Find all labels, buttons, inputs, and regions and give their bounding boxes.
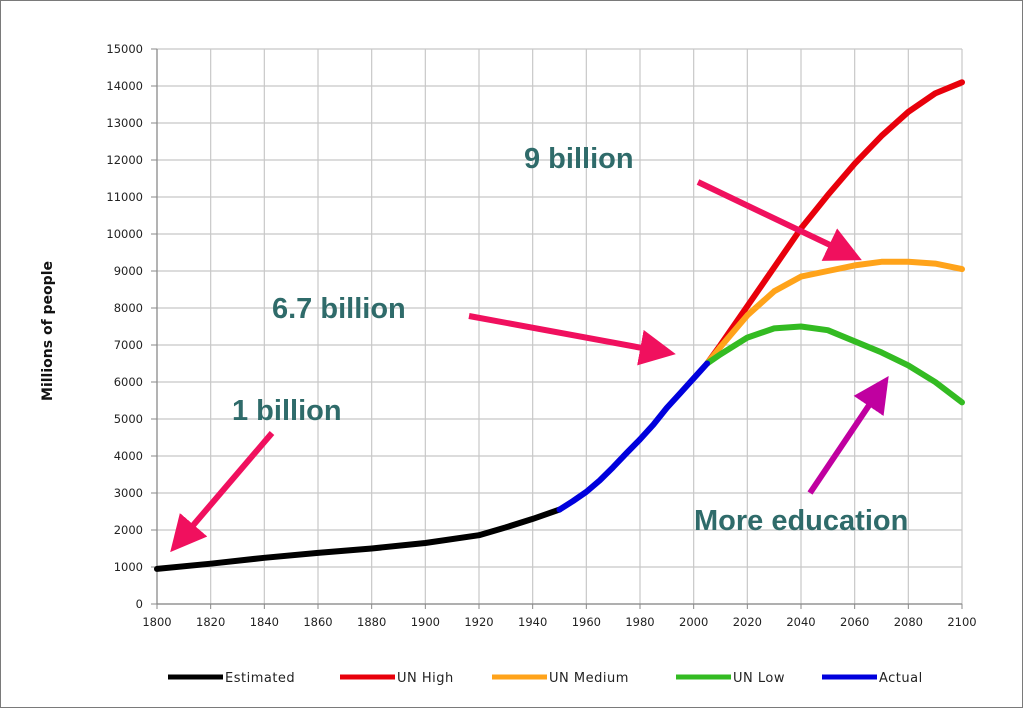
x-tick-labels: 1800 1820 1840 1860 1880 1900 1920 1940 1960 1980… (142, 615, 976, 629)
y-tick-label: 2000 (114, 523, 143, 537)
arrow-more-education (807, 376, 889, 495)
y-tick-label: 15000 (106, 42, 143, 56)
arrow-1-billion (170, 431, 275, 553)
series-line-un-high (704, 79, 965, 367)
x-tick-label: 2060 (840, 615, 869, 629)
y-tick-label: 12000 (106, 153, 143, 167)
legend-label-estimated: Estimated (225, 671, 295, 686)
x-tick-label: 2000 (679, 615, 708, 629)
annotation-6-7-billion: 6.7 billion (272, 293, 406, 325)
annotation-9-billion: 9 billion (524, 143, 634, 175)
y-tick-label: 4000 (114, 449, 143, 463)
x-tick-label: 1840 (250, 615, 279, 629)
y-tick-label: 7000 (114, 338, 143, 352)
x-tick-label: 2100 (947, 615, 976, 629)
x-tick-label: 1820 (196, 615, 225, 629)
legend-label-actual: Actual (879, 671, 923, 686)
x-tick-label: 1800 (142, 615, 171, 629)
series-line-un-low (704, 323, 965, 406)
y-tick-label: 14000 (106, 79, 143, 93)
axes (151, 48, 963, 609)
legend: Estimated UN High UN Medium UN Low Actual (168, 671, 923, 686)
annotation-1-billion: 1 billion (232, 395, 342, 427)
series-lines (154, 79, 965, 572)
legend-label-un-low: UN Low (733, 671, 785, 686)
x-tick-label: 1980 (625, 615, 654, 629)
x-tick-label: 2080 (894, 615, 923, 629)
arrow-6-7-billion (468, 313, 676, 366)
y-tick-label: 6000 (114, 375, 143, 389)
x-tick-label: 2040 (786, 615, 815, 629)
y-tick-label: 8000 (114, 301, 143, 315)
x-tick-label: 1940 (518, 615, 547, 629)
x-tick-label: 1920 (464, 615, 493, 629)
series-line-actual (556, 360, 711, 513)
series-line-estimated (154, 506, 563, 572)
arrow-9-billion (696, 179, 862, 261)
y-tick-labels: 0 1000 2000 3000 4000 5000 6000 7000 8000 9000 100… (106, 42, 143, 611)
y-tick-label: 13000 (106, 116, 143, 130)
x-tick-label: 1960 (572, 615, 601, 629)
y-tick-label: 0 (136, 597, 143, 611)
legend-label-un-high: UN High (397, 671, 454, 686)
annotations: 1 billion 6.7 billion 9 billion More edu… (170, 143, 908, 553)
x-tick-label: 1860 (303, 615, 332, 629)
y-tick-label: 5000 (114, 412, 143, 426)
y-tick-label: 11000 (106, 190, 143, 204)
y-axis-label: Millions of people (40, 261, 56, 401)
y-tick-label: 1000 (114, 560, 143, 574)
x-tick-label: 1880 (357, 615, 386, 629)
x-tick-label: 2020 (733, 615, 762, 629)
x-tick-label: 1900 (411, 615, 440, 629)
annotation-more-education: More education (694, 505, 908, 537)
y-tick-label: 9000 (114, 264, 143, 278)
legend-label-un-medium: UN Medium (549, 671, 629, 686)
y-tick-label: 10000 (106, 227, 143, 241)
y-tick-label: 3000 (114, 486, 143, 500)
series-line-un-medium (704, 258, 965, 367)
